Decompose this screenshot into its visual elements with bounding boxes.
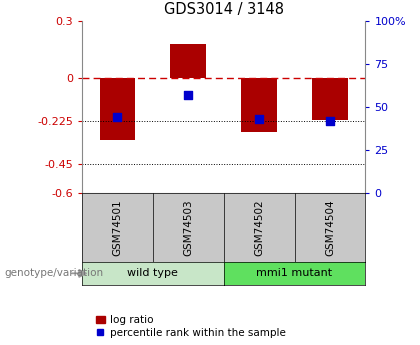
Text: GSM74503: GSM74503 xyxy=(183,199,193,256)
Bar xyxy=(241,78,277,132)
Bar xyxy=(100,78,135,139)
Legend: log ratio, percentile rank within the sample: log ratio, percentile rank within the sa… xyxy=(95,315,286,338)
Text: wild type: wild type xyxy=(127,268,178,278)
Text: GSM74502: GSM74502 xyxy=(254,199,264,256)
Point xyxy=(185,92,192,98)
Text: mmi1 mutant: mmi1 mutant xyxy=(257,268,333,278)
Text: GSM74504: GSM74504 xyxy=(325,199,335,256)
Title: GDS3014 / 3148: GDS3014 / 3148 xyxy=(164,2,284,17)
Point xyxy=(114,115,121,120)
Bar xyxy=(312,78,348,120)
Bar xyxy=(171,44,206,78)
Point xyxy=(256,116,262,122)
Point xyxy=(327,118,333,124)
Text: genotype/variation: genotype/variation xyxy=(4,268,103,278)
Text: GSM74501: GSM74501 xyxy=(112,199,122,256)
